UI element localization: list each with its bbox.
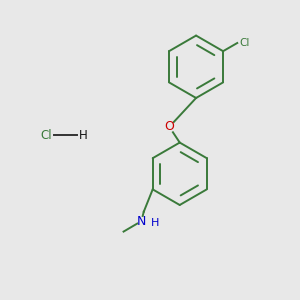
Text: N: N (137, 215, 146, 228)
Text: H: H (79, 129, 88, 142)
Text: H: H (151, 218, 159, 228)
Text: Cl: Cl (40, 129, 52, 142)
Text: O: O (164, 120, 174, 133)
Text: Cl: Cl (240, 38, 250, 48)
